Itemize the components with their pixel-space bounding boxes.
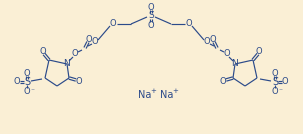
Text: +: + [172, 88, 178, 94]
Text: O: O [224, 49, 230, 59]
Text: O: O [272, 87, 278, 96]
Text: O: O [14, 77, 20, 87]
Text: O: O [186, 20, 192, 29]
Text: ⁻: ⁻ [30, 87, 34, 96]
Text: Na: Na [160, 90, 173, 100]
Text: O: O [148, 21, 154, 29]
Text: ⁻: ⁻ [278, 87, 282, 96]
Text: O: O [86, 34, 92, 44]
Text: O: O [92, 38, 98, 46]
Text: N: N [231, 59, 238, 68]
Text: S: S [148, 12, 154, 21]
Text: N: N [64, 59, 70, 68]
Text: Na: Na [138, 90, 152, 100]
Text: O: O [204, 38, 210, 46]
Text: O: O [210, 34, 216, 44]
Text: S: S [272, 77, 278, 87]
Text: +: + [150, 88, 156, 94]
Text: S: S [24, 77, 30, 87]
Text: O: O [272, 68, 278, 77]
Text: O: O [40, 46, 46, 55]
Text: O: O [148, 3, 154, 12]
Text: O: O [110, 20, 116, 29]
Text: O: O [72, 49, 78, 59]
Text: O: O [282, 77, 288, 87]
Text: O: O [76, 77, 82, 87]
Text: O: O [220, 77, 226, 87]
Text: O: O [256, 46, 262, 55]
Text: O: O [24, 87, 30, 96]
Text: O: O [24, 68, 30, 77]
